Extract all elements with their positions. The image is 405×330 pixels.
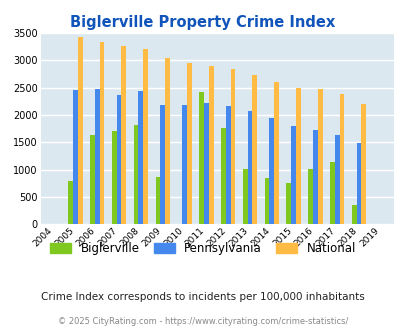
Bar: [286, 183, 290, 224]
Bar: [230, 69, 235, 224]
Text: © 2025 CityRating.com - https://www.cityrating.com/crime-statistics/: © 2025 CityRating.com - https://www.city…: [58, 317, 347, 326]
Bar: [68, 181, 73, 224]
Bar: [247, 111, 252, 224]
Bar: [100, 42, 104, 224]
Bar: [78, 37, 83, 224]
Bar: [73, 90, 78, 224]
Bar: [133, 125, 138, 224]
Bar: [143, 49, 148, 224]
Bar: [356, 143, 360, 224]
Bar: [360, 104, 365, 224]
Bar: [203, 103, 208, 224]
Bar: [186, 63, 191, 224]
Bar: [269, 118, 273, 224]
Bar: [155, 177, 160, 224]
Bar: [165, 58, 169, 224]
Bar: [198, 91, 203, 224]
Bar: [307, 169, 312, 224]
Bar: [351, 205, 356, 224]
Bar: [95, 89, 100, 224]
Text: Crime Index corresponds to incidents per 100,000 inhabitants: Crime Index corresponds to incidents per…: [41, 292, 364, 302]
Bar: [312, 130, 317, 224]
Bar: [295, 88, 300, 224]
Bar: [138, 91, 143, 224]
Bar: [225, 106, 230, 224]
Bar: [264, 179, 269, 224]
Bar: [116, 95, 121, 224]
Bar: [182, 105, 186, 224]
Bar: [242, 169, 247, 224]
Bar: [208, 66, 213, 224]
Bar: [329, 161, 334, 224]
Bar: [273, 82, 278, 224]
Legend: Biglerville, Pennsylvania, National: Biglerville, Pennsylvania, National: [45, 237, 360, 260]
Bar: [339, 94, 343, 224]
Bar: [121, 46, 126, 224]
Text: Biglerville Property Crime Index: Biglerville Property Crime Index: [70, 15, 335, 30]
Bar: [112, 131, 116, 224]
Bar: [334, 135, 339, 224]
Bar: [252, 75, 256, 224]
Bar: [90, 135, 95, 224]
Bar: [160, 105, 165, 224]
Bar: [290, 126, 295, 224]
Bar: [220, 128, 225, 224]
Bar: [317, 89, 322, 224]
